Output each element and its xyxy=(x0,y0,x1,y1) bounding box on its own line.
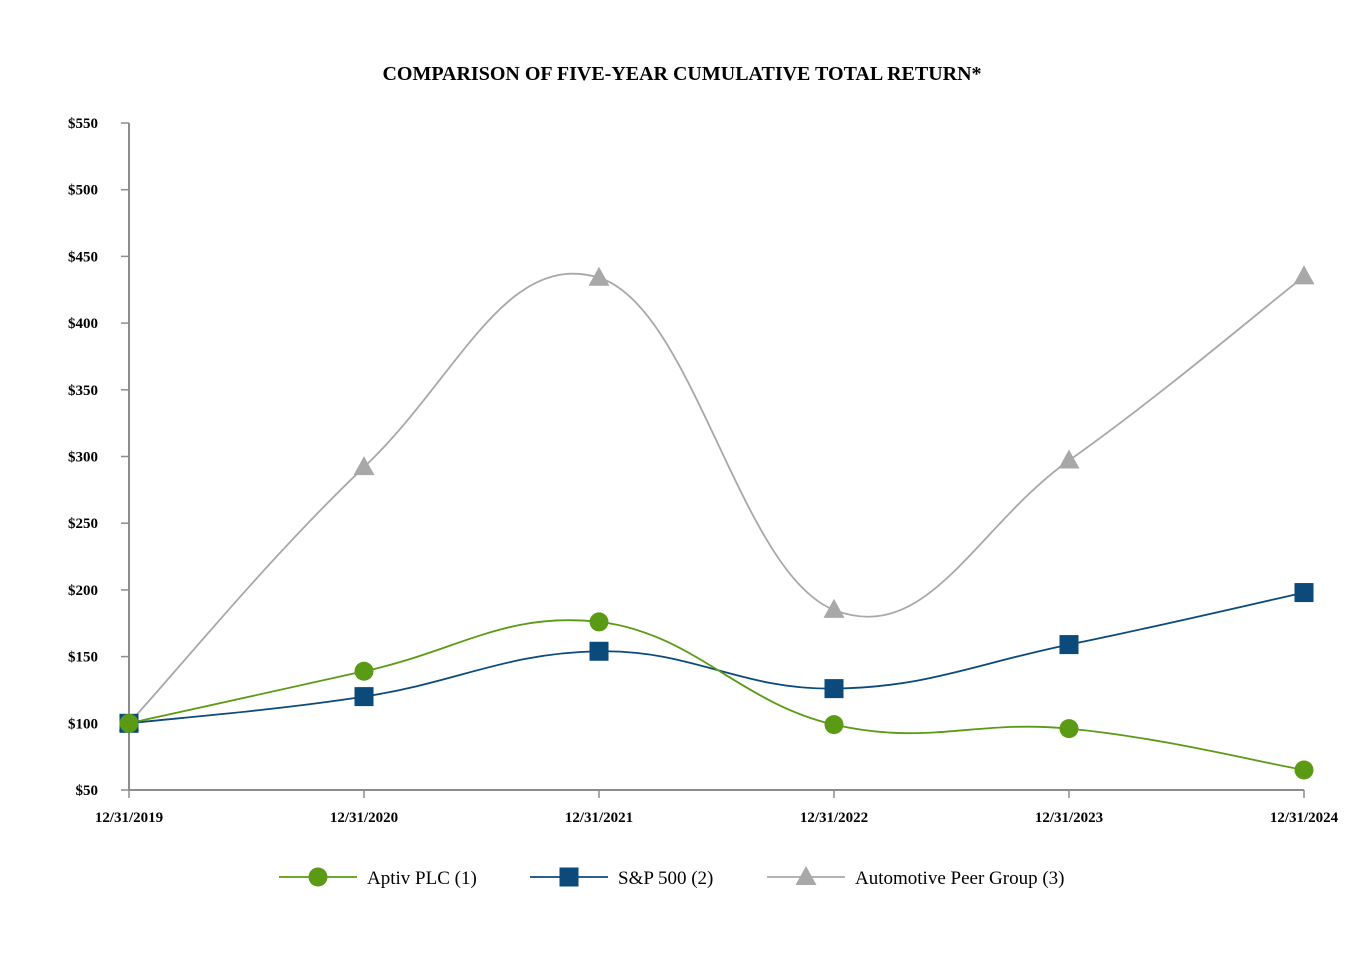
y-tick-label: $50 xyxy=(76,783,99,799)
data-point-circle xyxy=(1294,760,1314,780)
data-point-square xyxy=(1059,635,1079,655)
data-point-triangle xyxy=(823,598,845,618)
x-tick-label: 12/31/2021 xyxy=(565,810,633,826)
data-point-circle xyxy=(589,612,609,632)
y-tick-label: $300 xyxy=(68,450,98,466)
y-tick-label: $400 xyxy=(68,316,98,332)
legend-marker-square xyxy=(559,867,579,887)
data-point-square xyxy=(589,641,609,661)
x-tick-label: 12/31/2022 xyxy=(800,810,868,826)
data-point-circle xyxy=(119,713,139,733)
data-point-triangle xyxy=(1058,449,1080,469)
legend-label: Automotive Peer Group (3) xyxy=(855,868,1064,889)
x-tick-label: 12/31/2020 xyxy=(330,810,398,826)
y-tick-label: $500 xyxy=(68,183,98,199)
series-line xyxy=(128,272,1305,724)
legend-label: S&P 500 (2) xyxy=(618,868,713,889)
data-point-triangle xyxy=(1293,265,1315,285)
data-point-square xyxy=(354,687,374,707)
data-point-triangle xyxy=(353,456,375,476)
y-tick-label: $100 xyxy=(68,716,98,732)
legend-marker-triangle xyxy=(795,866,817,885)
data-point-circle xyxy=(354,661,374,681)
data-point-triangle xyxy=(588,266,610,286)
legend-marker-circle xyxy=(308,867,328,887)
x-tick-label: 12/31/2023 xyxy=(1035,810,1103,826)
y-tick-label: $350 xyxy=(68,383,98,399)
legend-item: Automotive Peer Group (3) xyxy=(767,866,1064,889)
legend-label: Aptiv PLC (1) xyxy=(367,868,477,889)
data-point-circle xyxy=(824,715,844,735)
x-tick-label: 12/31/2024 xyxy=(1270,810,1339,826)
legend-item: S&P 500 (2) xyxy=(530,867,713,889)
y-tick-label: $450 xyxy=(68,249,98,265)
y-tick-label: $550 xyxy=(68,116,98,132)
x-tick-label: 12/31/2019 xyxy=(95,810,163,826)
legend-item: Aptiv PLC (1) xyxy=(279,867,477,889)
y-tick-label: $250 xyxy=(68,516,98,532)
y-tick-label: $150 xyxy=(68,650,98,666)
data-point-circle xyxy=(1059,719,1079,739)
series-line xyxy=(128,591,1305,725)
series-line xyxy=(128,619,1305,771)
data-point-square xyxy=(824,679,844,699)
y-tick-label: $200 xyxy=(68,583,98,599)
chart-title: COMPARISON OF FIVE-YEAR CUMULATIVE TOTAL… xyxy=(382,63,981,85)
data-point-square xyxy=(1294,583,1314,603)
